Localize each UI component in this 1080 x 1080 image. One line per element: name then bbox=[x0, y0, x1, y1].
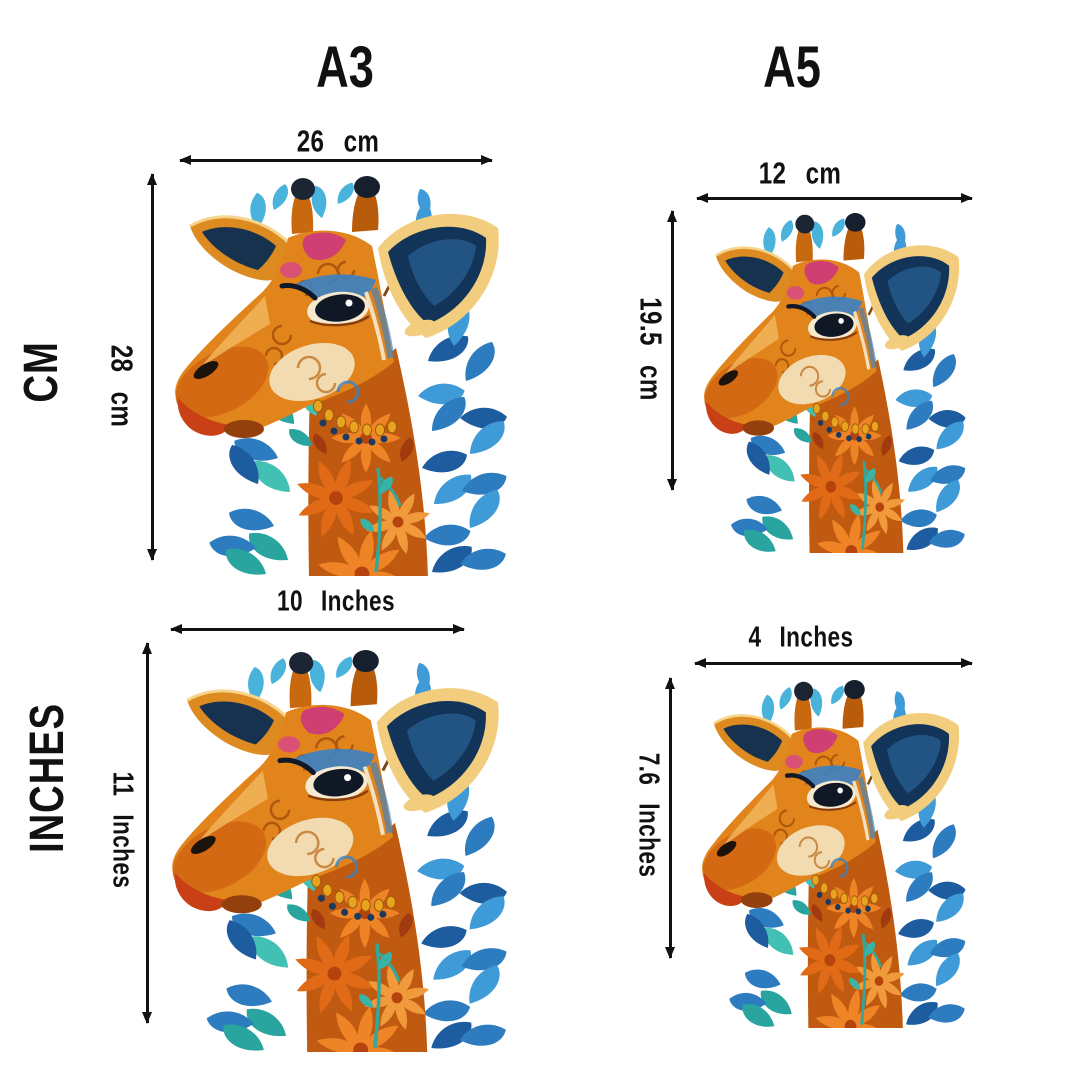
a3-cm-width-label: 26 cm bbox=[296, 123, 380, 159]
a3-inches-width-label: 10 Inches bbox=[277, 585, 395, 618]
a5-inches-height-label: 7.6 Inches bbox=[632, 752, 665, 878]
giraffe-artwork-a5-cm bbox=[700, 213, 968, 553]
a5-cm-height-label: 19.5 cm bbox=[633, 297, 669, 401]
row-label-inches: INCHES bbox=[21, 703, 74, 853]
a5-inches-height-arrow bbox=[665, 677, 675, 959]
a3-inches-height-arrow bbox=[142, 642, 152, 1024]
giraffe-artwork-a3-cm bbox=[170, 176, 510, 576]
giraffe-artwork-a3-inches bbox=[167, 650, 510, 1052]
a3-cm-height-label: 28 cm bbox=[104, 344, 140, 428]
column-header-a5: A5 bbox=[763, 35, 821, 100]
giraffe-artwork-a5-inches bbox=[698, 680, 968, 1028]
a3-inches-height-label: 11 Inches bbox=[106, 771, 139, 889]
a5-cm-height-arrow bbox=[667, 210, 677, 491]
a3-inches-width-arrow bbox=[170, 624, 465, 634]
a5-cm-width-arrow bbox=[696, 193, 973, 203]
a5-inches-width-arrow bbox=[694, 658, 973, 668]
column-header-a3: A3 bbox=[316, 35, 374, 100]
a5-inches-width-label: 4 Inches bbox=[748, 621, 854, 654]
a5-cm-width-label: 12 cm bbox=[758, 155, 842, 191]
row-label-cm: CM bbox=[15, 341, 68, 403]
a3-cm-width-arrow bbox=[179, 155, 493, 165]
a3-cm-height-arrow bbox=[147, 173, 157, 561]
